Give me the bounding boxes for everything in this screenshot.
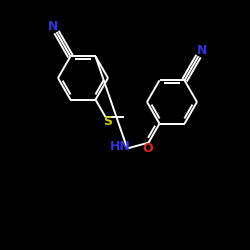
Text: N: N [197, 44, 207, 57]
Text: HN: HN [110, 140, 130, 153]
Text: O: O [142, 142, 153, 155]
Text: N: N [48, 20, 58, 32]
Text: S: S [103, 116, 112, 128]
